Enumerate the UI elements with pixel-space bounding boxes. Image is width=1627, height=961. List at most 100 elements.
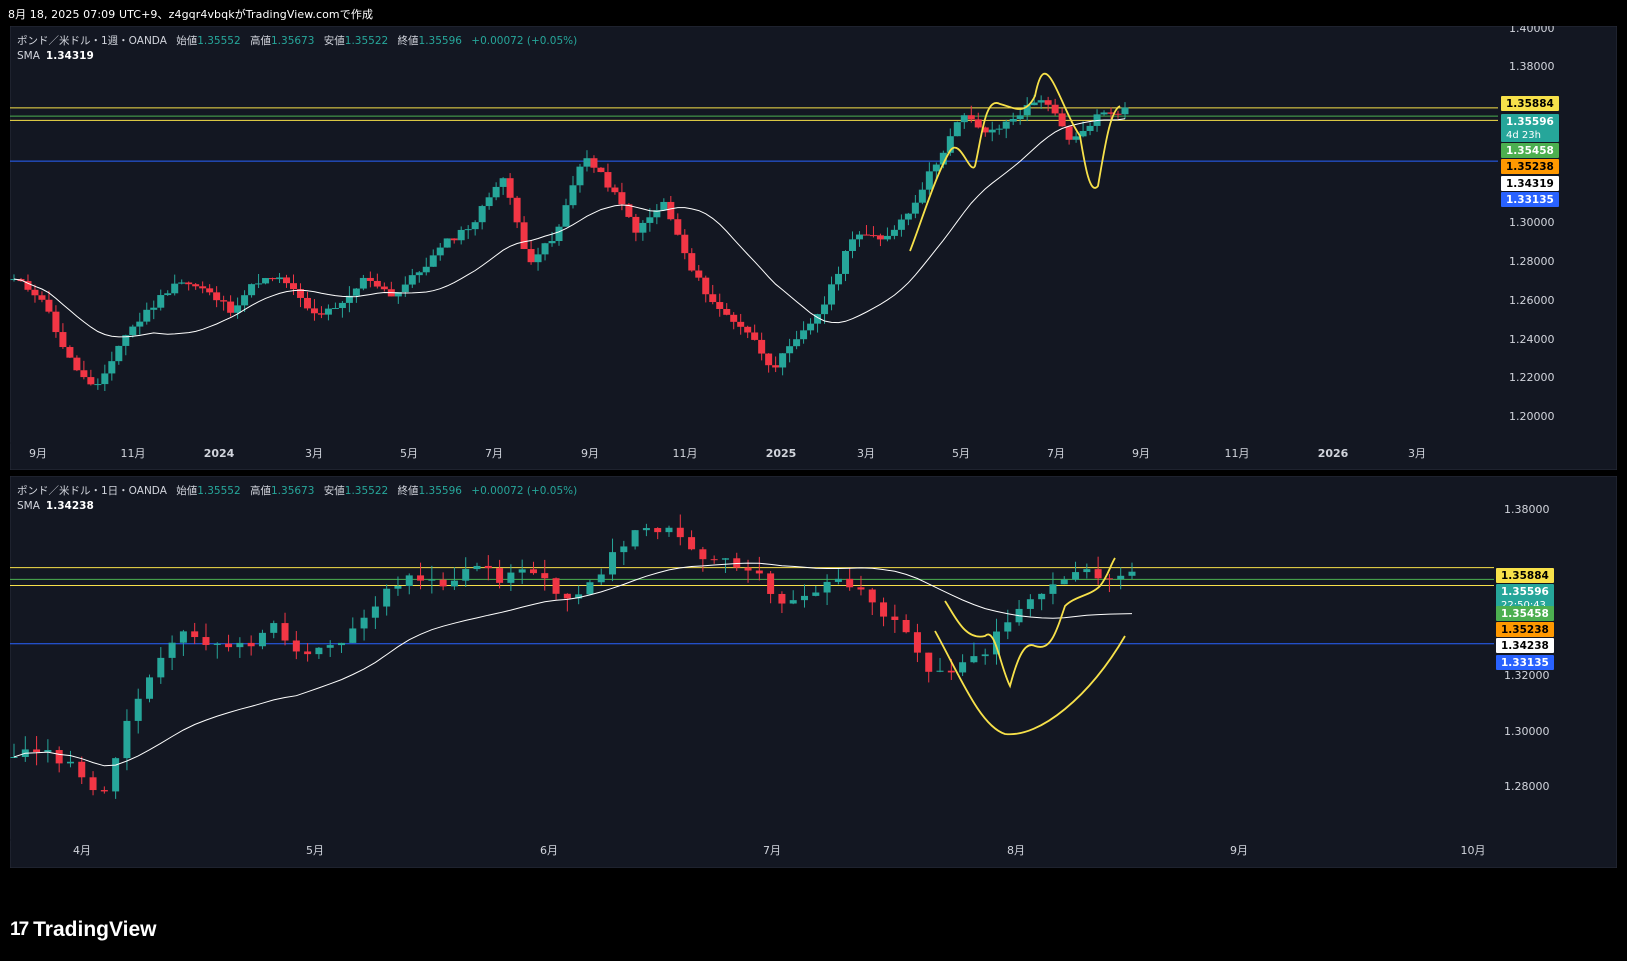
candle-body [823,581,831,593]
candle-body [255,283,263,285]
price-tag [1501,176,1559,191]
candle-body [168,642,176,658]
candle-body [576,166,584,186]
sma-label: SMA [17,500,40,512]
y-tick-label: 1.24000 [1509,333,1555,346]
candle-body [112,758,120,792]
candle-body [586,582,594,595]
low-label: 安値 [323,485,345,497]
candle-body [199,286,207,289]
candle-body [846,578,854,588]
candle-body [688,537,696,550]
price-tag-label: 1.35458 [1506,145,1554,157]
daily-chart-svg[interactable]: 1.38000 1.32000 1.30000 1.28000 4月 5月 6月 7月 8月 9月… [10,476,1617,868]
candle-body [834,578,842,582]
candle-body [639,222,647,233]
candle-body [631,530,639,547]
candle-body [520,222,528,250]
candle-body [485,197,493,207]
price-tag [1501,96,1559,111]
candle-body [758,339,766,354]
weekly-sma-legend[interactable]: SMA 1.34319 [17,50,94,62]
candle-body [496,568,504,583]
candle-body [702,277,710,295]
x-tick-label: 9月 [29,447,47,460]
price-tag [1496,655,1554,670]
x-tick-label: 11月 [1225,447,1250,460]
candle-body [227,301,235,313]
candle-body [123,720,131,759]
candle-body [646,217,654,223]
candle-body [1086,125,1094,132]
high-value: 1.35673 [271,35,315,47]
candle-body [793,339,801,347]
candle-body [24,281,32,290]
candle-body [276,277,284,280]
candle-body [925,652,933,672]
candle-body [78,761,86,778]
candle-body [1002,121,1010,129]
weekly-chart-panel[interactable]: 1.40000 1.38000 1.30000 1.28000 1.26000 1.240… [10,26,1617,470]
candle-body [828,284,836,305]
candle-body [604,172,612,188]
price-tag-countdown: 22:50:43 [1501,600,1546,611]
price-tag-countdown: 4d 23h [1506,130,1541,141]
symbol-label[interactable]: ポンド／米ドル・1週・OANDA [17,35,167,47]
candle-body [632,216,640,233]
candle-body [366,277,374,281]
candle-body [1058,113,1066,127]
y-tick-label: 1.32000 [1504,669,1550,682]
candle-body [988,129,996,133]
candle-body [552,578,560,594]
candle-body [213,292,221,301]
daily-sma-legend[interactable]: SMA 1.34238 [17,500,94,512]
candle-body [417,575,425,581]
candle-body [946,136,954,153]
candle-body [258,632,266,647]
candle-body [513,197,521,223]
candle-body [597,167,605,173]
candle-body [157,295,165,308]
x-tick-label: 8月 [1007,844,1025,857]
candle-body [164,293,172,296]
candle-body [676,527,684,538]
price-tag-label: 1.33135 [1501,657,1549,669]
candle-body [667,201,675,220]
candle-body [767,573,775,594]
sma-label: SMA [17,50,40,62]
candle-body [507,572,515,583]
panel-border [10,476,1617,868]
daily-chart-panel[interactable]: 1.38000 1.32000 1.30000 1.28000 4月 5月 6月 7月 8月 9月… [10,476,1617,868]
candle-body [371,606,379,618]
wave-annotation-curve [944,557,1116,689]
symbol-label[interactable]: ポンド／米ドル・1日・OANDA [17,485,167,497]
candle-body [1100,112,1108,115]
close-value: 1.35596 [418,485,462,497]
candle-body [281,623,289,641]
price-tag [1496,584,1554,612]
x-tick-label: 5月 [400,447,418,460]
candle-body [247,642,255,647]
candle-body [45,299,53,312]
price-tag [1496,622,1554,637]
candle-body [778,593,786,604]
candle-body [710,559,718,561]
candle-body [883,235,891,240]
candle-body [744,326,752,333]
candle-body [408,275,416,285]
x-tick-label: 4月 [73,844,91,857]
tradingview-logo[interactable]: 17 TradingView [10,918,156,942]
candle-body [1107,112,1115,114]
candle-body [55,750,63,764]
candle-body [471,222,479,230]
candle-body [337,642,345,646]
candle-body [695,270,703,278]
weekly-chart-svg[interactable]: 1.40000 1.38000 1.30000 1.28000 1.26000 1.240… [10,26,1617,470]
candle-body [1016,115,1024,119]
candle-body [73,357,81,371]
y-tick-label: 1.38000 [1509,60,1555,73]
candle-body [772,365,780,368]
candle-body [744,567,752,571]
x-tick-label: 2025 [766,447,797,460]
candle-body [529,569,537,574]
